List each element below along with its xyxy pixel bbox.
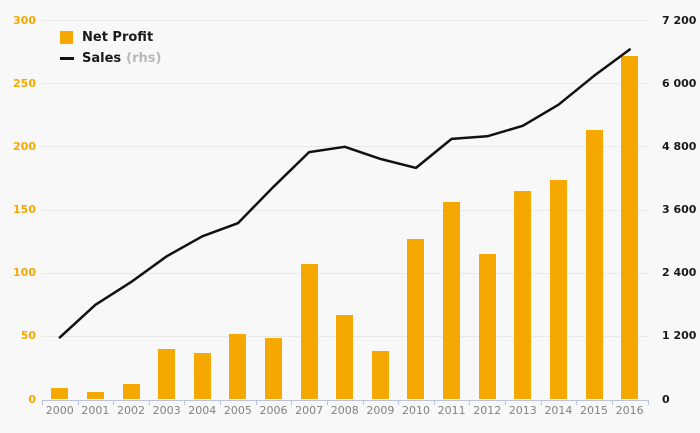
left-axis-tick-label: 150 — [13, 203, 36, 216]
net-profit-bar — [336, 314, 354, 400]
right-axis-tick-label: 2 400 — [662, 266, 697, 280]
x-axis-tick-label: 2010 — [401, 403, 430, 417]
right-axis-tick-label: 1 200 — [662, 329, 697, 343]
net-profit-bar-swatch-icon — [60, 31, 73, 44]
legend: Net Profit Sales (rhs) — [60, 27, 161, 69]
sales-line — [58, 48, 631, 339]
x-axis-tick-label: 2015 — [580, 403, 609, 417]
net-profit-bar — [514, 191, 532, 400]
x-axis-tick — [540, 399, 542, 405]
legend-label-sales: Sales — [82, 51, 122, 66]
x-axis-tick-label: 2004 — [188, 403, 217, 417]
gridline — [42, 20, 648, 21]
x-axis-tick-label: 2016 — [615, 403, 644, 417]
x-axis-tick-label: 2007 — [295, 403, 324, 417]
right-axis-tick-label: 7 200 — [662, 13, 697, 27]
x-axis-tick — [77, 399, 79, 405]
x-axis-tick — [362, 399, 364, 405]
net-profit-bar — [407, 239, 425, 400]
left-axis-tick-label: 50 — [20, 329, 36, 343]
net-profit-bar — [300, 264, 318, 400]
x-axis-tick-label: 2005 — [223, 403, 252, 417]
x-axis-tick — [148, 399, 150, 405]
net-profit-bar — [621, 55, 639, 400]
gridline — [42, 272, 648, 274]
x-axis-tick-label: 2006 — [259, 403, 288, 417]
right-axis-tick-label: 0 — [662, 392, 670, 406]
net-profit-bar — [122, 384, 140, 400]
left-axis-tick-label: 200 — [13, 139, 36, 153]
x-axis-tick-label: 2003 — [152, 403, 181, 417]
x-axis-tick — [326, 399, 328, 405]
x-axis-tick — [576, 399, 578, 405]
x-axis-tick-label: 2009 — [366, 403, 395, 417]
net-profit-bar — [585, 130, 603, 400]
net-profit-bar — [443, 202, 461, 400]
net-profit-bar — [229, 333, 247, 400]
left-axis-tick-label: 300 — [13, 13, 36, 27]
right-axis-tick-label: 3 600 — [662, 203, 697, 216]
gridline — [42, 83, 648, 85]
net-profit-bar — [51, 388, 69, 400]
x-axis-tick — [113, 399, 115, 405]
net-profit-bar — [478, 254, 496, 400]
x-axis-tick-label: 2014 — [544, 403, 573, 417]
x-axis-tick — [220, 399, 222, 405]
left-axis-tick-label: 250 — [13, 76, 36, 90]
x-axis-tick — [291, 399, 293, 405]
net-profit-bar — [158, 348, 176, 400]
x-axis-tick-label: 2013 — [508, 403, 537, 417]
net-profit-bar — [193, 352, 211, 400]
left-axis-tick-label: 100 — [13, 266, 36, 280]
net-profit-bar — [86, 391, 104, 400]
left-axis-tick-label: 0 — [28, 392, 36, 406]
x-axis-tick — [433, 399, 435, 405]
legend-item-net-profit: Net Profit — [60, 27, 161, 48]
x-axis-tick — [647, 399, 649, 405]
x-axis-tick-label: 2000 — [45, 403, 74, 417]
net-profit-bar — [265, 337, 282, 400]
x-axis-tick — [611, 399, 613, 405]
x-axis-tick-label: 2008 — [330, 403, 359, 417]
legend-item-sales: Sales (rhs) — [60, 48, 161, 69]
x-axis-line — [42, 399, 649, 401]
x-axis-tick-label: 2001 — [81, 403, 110, 417]
sales-line-swatch-icon — [60, 57, 74, 60]
legend-label-net-profit: Net Profit — [82, 30, 154, 45]
net-profit-bar — [371, 351, 389, 400]
gridline — [42, 209, 648, 211]
x-axis-tick — [469, 399, 471, 405]
right-axis-tick-label: 6 000 — [662, 76, 697, 90]
x-axis-tick-label: 2011 — [437, 403, 466, 417]
x-axis-tick — [255, 399, 257, 405]
x-axis-tick — [505, 399, 507, 405]
right-axis-tick-label: 4 800 — [662, 139, 697, 153]
x-axis-tick — [184, 399, 186, 405]
x-axis-tick — [42, 399, 43, 405]
legend-label-sales-rhs: (rhs) — [126, 51, 162, 66]
x-axis-tick — [398, 399, 400, 405]
net-profit-bar — [549, 179, 567, 400]
x-axis-tick-label: 2002 — [117, 403, 146, 417]
x-axis-tick-label: 2012 — [473, 403, 502, 417]
